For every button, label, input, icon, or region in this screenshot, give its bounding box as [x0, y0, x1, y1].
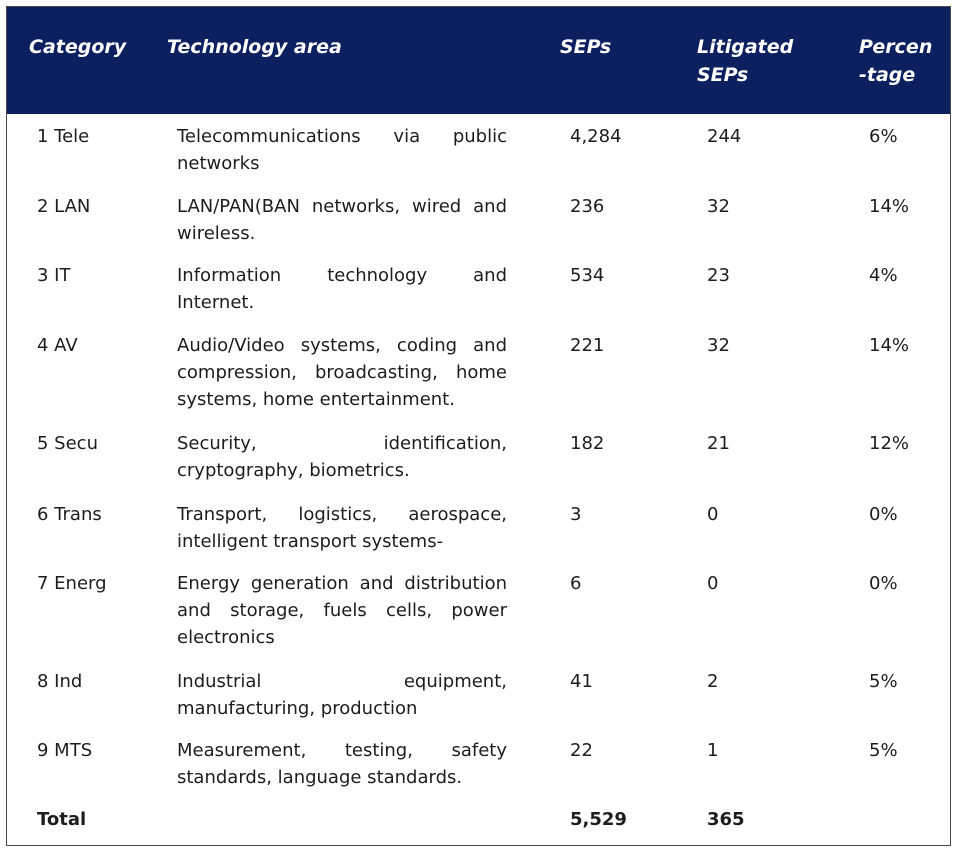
cell-category: 5 Secu	[37, 433, 98, 454]
cell-litigated: 1	[707, 740, 719, 761]
cell-percentage: 0%	[869, 504, 898, 525]
table-header: Category Technology area SEPs Litigated …	[7, 7, 950, 114]
header-technology-area: Technology area	[167, 36, 342, 58]
header-seps: SEPs	[560, 36, 612, 58]
cell-category: 8 Ind	[37, 671, 83, 692]
header-percentage: Percen -tage	[859, 36, 933, 86]
cell-seps: 3	[570, 504, 582, 525]
cell-seps: 221	[570, 335, 605, 356]
cell-litigated: 32	[707, 196, 730, 217]
cell-category: 4 AV	[37, 335, 78, 356]
cell-litigated: 2	[707, 671, 719, 692]
cell-litigated: 244	[707, 126, 742, 147]
total-label: Total	[37, 809, 87, 830]
sep-table: Category Technology area SEPs Litigated …	[6, 6, 951, 846]
total-litigated: 365	[707, 809, 745, 830]
cell-seps: 22	[570, 740, 593, 761]
cell-category: 7 Energ	[37, 573, 107, 594]
total-seps: 5,529	[570, 809, 627, 830]
cell-technology: Transport, logistics, aerospace, intelli…	[177, 504, 507, 552]
cell-litigated: 0	[707, 504, 719, 525]
cell-category: 6 Trans	[37, 504, 102, 525]
cell-seps: 182	[570, 433, 605, 454]
cell-seps: 41	[570, 671, 593, 692]
cell-percentage: 6%	[869, 126, 898, 147]
cell-technology: Industrial equipment, manufacturing, pro…	[177, 671, 507, 719]
cell-percentage: 5%	[869, 671, 898, 692]
cell-percentage: 12%	[869, 433, 910, 454]
header-litigated-seps: Litigated SEPs	[697, 36, 794, 86]
cell-litigated: 32	[707, 335, 730, 356]
cell-seps: 236	[570, 196, 605, 217]
cell-category: 9 MTS	[37, 740, 93, 761]
cell-category: 1 Tele	[37, 126, 90, 147]
cell-technology: Measurement, testing, safety standards, …	[177, 740, 507, 788]
cell-technology: Telecommunications via public networks	[177, 126, 507, 174]
cell-percentage: 14%	[869, 196, 910, 217]
header-category: Category	[29, 36, 127, 58]
cell-technology: Energy generation and distribution and s…	[177, 573, 507, 648]
cell-technology: Security, identification, cryptography, …	[177, 433, 507, 481]
cell-litigated: 21	[707, 433, 730, 454]
cell-litigated: 23	[707, 265, 730, 286]
cell-percentage: 5%	[869, 740, 898, 761]
cell-percentage: 14%	[869, 335, 910, 356]
cell-seps: 4,284	[570, 126, 622, 147]
cell-litigated: 0	[707, 573, 719, 594]
cell-percentage: 0%	[869, 573, 898, 594]
cell-percentage: 4%	[869, 265, 898, 286]
cell-technology: LAN/PAN(BAN networks, wired and wireless…	[177, 196, 507, 244]
cell-seps: 6	[570, 573, 582, 594]
cell-technology: Audio/Video systems, coding and compress…	[177, 335, 507, 410]
cell-category: 2 LAN	[37, 196, 91, 217]
cell-category: 3 IT	[37, 265, 71, 286]
cell-seps: 534	[570, 265, 605, 286]
cell-technology: Information technology and Internet.	[177, 265, 507, 313]
